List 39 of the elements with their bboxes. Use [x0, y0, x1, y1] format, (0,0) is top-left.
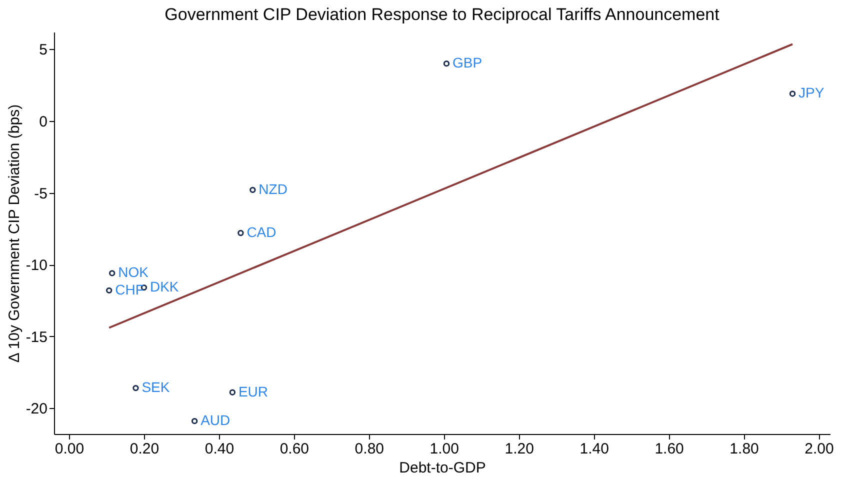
x-tick-label: 1.60 [654, 440, 684, 458]
annotation: SEK [142, 379, 170, 396]
point [132, 384, 139, 392]
annotation: EUR [238, 383, 268, 400]
x-tick-label: 0.80 [354, 440, 384, 458]
y-tick-label: -10 [26, 257, 48, 274]
x-tick-label: 0.00 [54, 440, 84, 458]
point [229, 389, 236, 396]
x-tick-label: 1.00 [430, 440, 459, 458]
x-tick-label: 0.20 [130, 440, 160, 458]
annotation: JPY [798, 84, 825, 101]
annotation: DKK [150, 278, 180, 295]
point [191, 418, 198, 424]
y-tick-label: -15 [26, 328, 48, 346]
point [443, 60, 450, 67]
x-axis-title: Debt-to-GDP [399, 460, 486, 476]
x-tick-label: 2.00 [804, 440, 834, 458]
annotation: AUD [200, 412, 230, 428]
y-axis-title: Δ 10y Government CIP Deviation (bps) [6, 104, 23, 363]
point [106, 287, 112, 294]
x-tick-label: 1.20 [504, 440, 534, 458]
point [109, 270, 116, 276]
annotation: CAD [246, 224, 276, 240]
y-tick-label: -5 [34, 185, 48, 202]
x-tick-label: 0.60 [280, 440, 310, 458]
point [250, 186, 256, 194]
x-tick-label: 1.40 [580, 440, 609, 458]
y-tick-label: -20 [26, 400, 48, 418]
annotation: NZD [258, 180, 288, 197]
y-tick-label: 0 [39, 114, 48, 131]
y-tick-label: 5 [39, 42, 48, 59]
annotation: NOK [118, 264, 150, 280]
annotation: CHF [115, 281, 144, 298]
x-tick-label: 0.40 [204, 440, 234, 458]
annotation: GBP [452, 54, 482, 71]
point [238, 230, 244, 236]
point [789, 90, 796, 97]
x-tick-label: 1.80 [730, 440, 759, 458]
chart-title: Government CIP Deviation Response to Reciprocal Tariffs Announcement [164, 5, 720, 24]
